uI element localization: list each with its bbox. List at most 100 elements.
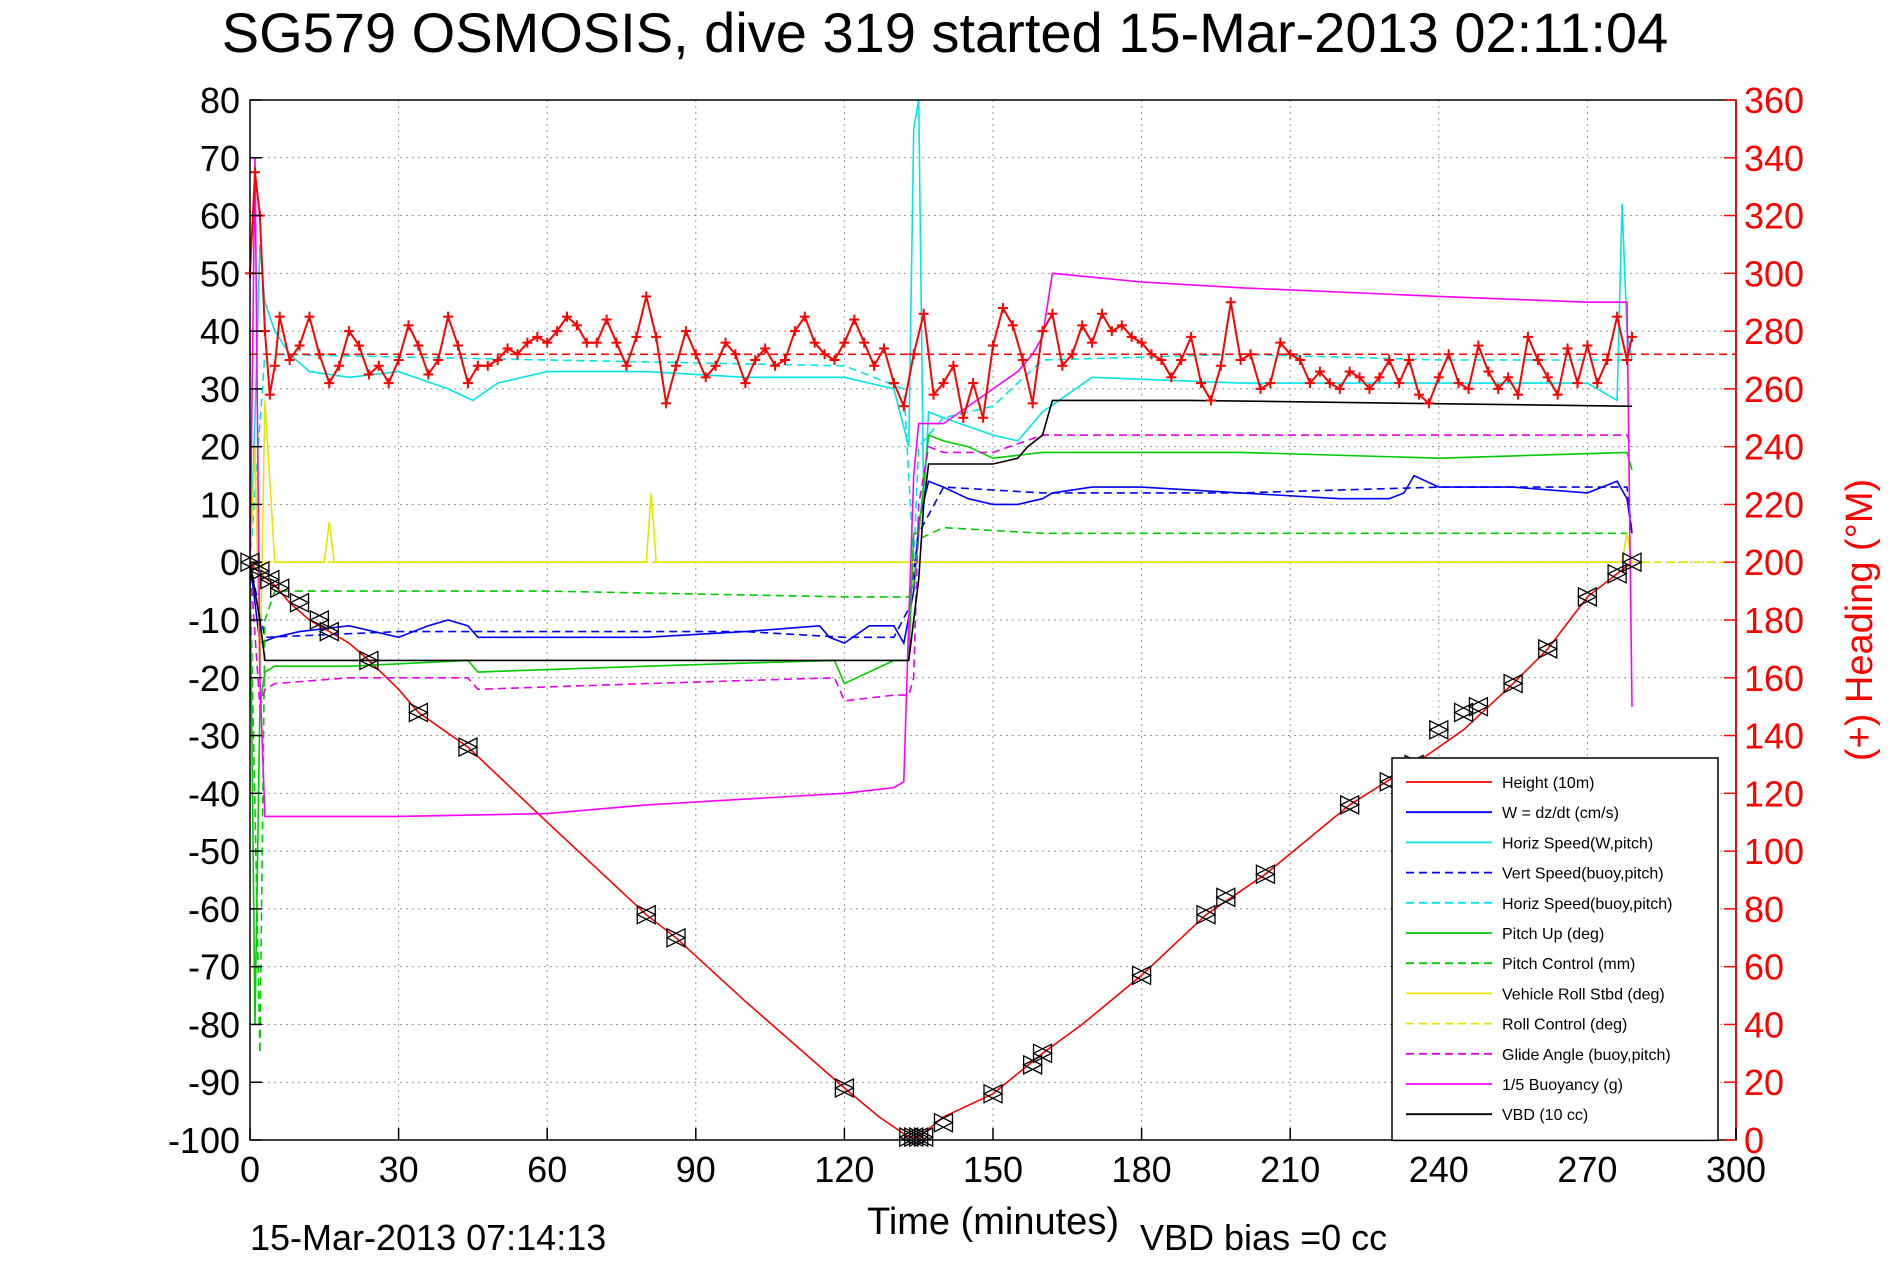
heading-point: [680, 326, 691, 337]
heading-point: [433, 355, 444, 365]
y2-tick-label: 100: [1744, 831, 1804, 872]
y2-tick-label: 40: [1744, 1004, 1784, 1045]
waypoint-tri-left: [665, 927, 686, 948]
heading-point: [1483, 366, 1494, 377]
heading-point: [869, 360, 880, 371]
footer-date: 15-Mar-2013 07:14:13: [250, 1217, 606, 1258]
y-tick-label: 30: [200, 369, 240, 410]
x-tick-label: 120: [814, 1149, 874, 1190]
waypoint-tri-left: [1621, 552, 1642, 573]
heading-point: [492, 355, 503, 365]
heading-point: [1037, 326, 1048, 337]
heading-point: [1057, 360, 1068, 371]
heading-point: [1305, 378, 1316, 389]
heading-point: [988, 340, 998, 351]
legend-box: [1391, 757, 1719, 1142]
waypoint-marker: [289, 592, 310, 613]
legend-label-height: Height (10m): [1502, 775, 1594, 792]
waypoint-marker: [457, 737, 479, 758]
waypoint-marker: [1022, 1054, 1044, 1075]
waypoint-tri-left: [1215, 887, 1236, 908]
y-tick-label: -10: [188, 600, 240, 641]
y2-tick-label: 260: [1744, 369, 1804, 410]
y2-tick-label: 200: [1744, 542, 1804, 583]
heading-point: [249, 167, 260, 178]
y-tick-label: -90: [188, 1062, 240, 1103]
y-tick-label: -100: [168, 1120, 240, 1161]
heading-point: [601, 314, 612, 325]
y2-tick-label: 80: [1744, 889, 1784, 930]
waypoint-marker: [982, 1083, 1004, 1104]
heading-point: [1513, 389, 1524, 400]
waypoint-tri-left: [1576, 586, 1598, 607]
heading-point: [611, 337, 622, 348]
waypoint-marker: [1467, 696, 1489, 717]
heading-point: [968, 378, 979, 389]
heading-point: [294, 340, 305, 351]
y2-axis-ticks: 0 20 40 60 80 100 120 140 160 180 200 220 240 260 280 3…: [1724, 80, 1804, 1161]
y-tick-label: 60: [200, 196, 240, 237]
y-tick-label: 20: [200, 427, 240, 468]
heading-point: [1225, 297, 1236, 308]
heading-point: [690, 349, 701, 360]
heading-point: [591, 337, 602, 348]
heading-point: [1404, 355, 1415, 365]
heading-point: [334, 360, 345, 371]
waypoint-tri-left: [259, 569, 280, 590]
heading-point: [324, 378, 335, 389]
y-tick-label: -50: [188, 831, 240, 872]
heading-point: [393, 355, 404, 365]
heading-layer: [245, 167, 1736, 423]
x-tick-label: 240: [1409, 1149, 1469, 1190]
waypoint-tri-left: [407, 702, 429, 723]
heading-point: [1433, 372, 1444, 383]
series-vbd-line: [250, 399, 1632, 662]
waypoint-marker: [903, 1127, 925, 1148]
waypoint-tri-left: [1606, 563, 1627, 584]
heading-point: [274, 311, 285, 322]
heading-point: [269, 360, 280, 371]
waypoint-tri-left: [1022, 1054, 1043, 1075]
series-buoy-line: [250, 157, 1633, 818]
heading-point: [1572, 378, 1583, 389]
waypoint-tri-left: [898, 1127, 919, 1148]
waypoint-marker: [933, 1112, 954, 1133]
heading-point: [839, 337, 850, 348]
waypoint-tri-left: [833, 1077, 855, 1099]
heading-point: [423, 369, 434, 380]
waypoint-marker: [898, 1127, 920, 1148]
heading-point: [1344, 366, 1355, 377]
heading-point: [1612, 311, 1623, 322]
heading-point: [670, 360, 681, 371]
heading-point: [928, 389, 939, 400]
x-tick-label: 0: [240, 1149, 260, 1190]
waypoint-marker: [269, 578, 291, 599]
y-tick-label: -80: [188, 1004, 240, 1045]
y2-tick-label: 60: [1744, 947, 1784, 988]
waypoint-tri-left: [269, 578, 290, 599]
y2-tick-label: 120: [1744, 773, 1804, 814]
legend-label-pitch: Pitch Up (deg): [1502, 926, 1604, 943]
heading-point: [958, 412, 969, 423]
chart-title: SG579 OSMOSIS, dive 319 started 15-Mar-2…: [222, 1, 1668, 64]
waypoint-tri-left: [1453, 702, 1474, 723]
heading-point: [1096, 308, 1107, 319]
x-tick-label: 300: [1706, 1149, 1766, 1190]
heading-point: [770, 360, 781, 371]
waypoint-tri-left: [1502, 673, 1523, 694]
x-tick-label: 270: [1557, 1149, 1617, 1190]
waypoint-marker: [1453, 702, 1475, 723]
heading-point: [1622, 355, 1633, 365]
footer-vbd-bias: VBD bias =0 cc: [1140, 1217, 1387, 1258]
legend-label-roll: Vehicle Roll Stbd (deg): [1502, 986, 1665, 1003]
heading-point: [1592, 378, 1603, 389]
waypoint-marker: [318, 621, 340, 642]
heading-point: [1146, 349, 1157, 360]
heading-point: [1245, 349, 1256, 360]
waypoint-tri-left: [358, 650, 379, 671]
waypoint-marker: [249, 560, 271, 581]
heading-point: [710, 360, 721, 371]
heading-point: [1394, 378, 1405, 389]
waypoint-tri-right: [289, 592, 310, 613]
heading-point: [1324, 378, 1335, 389]
